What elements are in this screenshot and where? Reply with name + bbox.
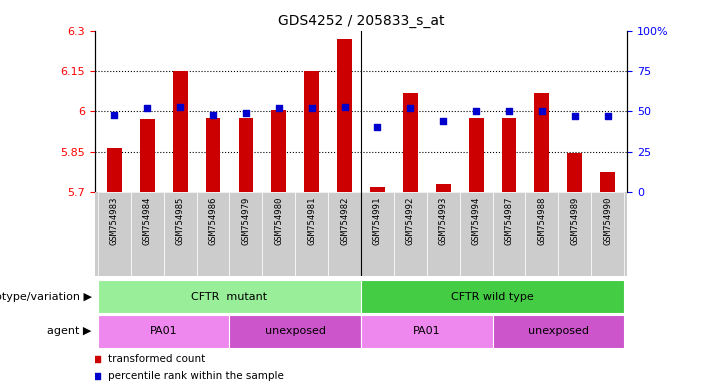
Point	[142, 105, 153, 111]
Text: GSM754988: GSM754988	[538, 196, 546, 245]
Text: percentile rank within the sample: percentile rank within the sample	[108, 371, 284, 381]
Bar	[558, 192, 591, 276]
Bar	[196, 192, 229, 276]
Bar	[469, 118, 484, 192]
Bar	[460, 192, 493, 276]
Bar	[98, 192, 131, 276]
Text: GSM754990: GSM754990	[603, 196, 612, 245]
Bar	[164, 192, 196, 276]
Point	[247, 295, 258, 301]
Point	[437, 118, 449, 124]
Text: transformed count: transformed count	[108, 354, 205, 364]
Text: GSM754987: GSM754987	[505, 196, 514, 245]
Bar	[172, 71, 188, 192]
Text: GSM754993: GSM754993	[439, 196, 448, 245]
Point	[569, 113, 580, 119]
Bar	[394, 192, 427, 276]
Point	[306, 105, 318, 111]
Bar	[238, 118, 253, 192]
Point	[109, 111, 120, 118]
Bar	[205, 118, 220, 192]
Bar	[98, 315, 229, 348]
Text: GSM754984: GSM754984	[143, 196, 151, 245]
Point	[247, 137, 258, 144]
Text: genotype/variation ▶: genotype/variation ▶	[0, 291, 92, 302]
Bar	[493, 192, 526, 276]
Point	[470, 108, 482, 114]
Text: GSM754994: GSM754994	[472, 196, 481, 245]
Bar	[361, 315, 493, 348]
Bar	[370, 187, 385, 192]
Bar	[493, 315, 624, 348]
Point	[175, 103, 186, 109]
Bar	[567, 153, 582, 192]
Bar	[328, 192, 361, 276]
Bar	[98, 280, 361, 313]
Text: unexposed: unexposed	[528, 326, 589, 336]
Bar	[427, 192, 460, 276]
Point	[602, 113, 613, 119]
Point	[273, 105, 285, 111]
Point	[372, 124, 383, 131]
Text: GSM754982: GSM754982	[340, 196, 349, 245]
Text: GSM754983: GSM754983	[110, 196, 119, 245]
Bar	[337, 39, 352, 192]
Bar	[436, 184, 451, 192]
Bar	[304, 71, 319, 192]
Text: agent ▶: agent ▶	[48, 326, 92, 336]
Text: GSM754981: GSM754981	[307, 196, 316, 245]
Bar	[361, 192, 394, 276]
Bar	[140, 119, 155, 192]
Bar	[526, 192, 558, 276]
Point	[207, 111, 219, 118]
Bar	[271, 110, 286, 192]
Bar	[403, 93, 418, 192]
Bar	[600, 172, 615, 192]
Text: CFTR  mutant: CFTR mutant	[191, 291, 268, 302]
Text: GSM754980: GSM754980	[274, 196, 283, 245]
Bar	[262, 192, 295, 276]
Text: GSM754979: GSM754979	[241, 196, 250, 245]
Text: GSM754991: GSM754991	[373, 196, 382, 245]
Point	[404, 105, 416, 111]
Text: PA01: PA01	[413, 326, 441, 336]
Bar	[591, 192, 624, 276]
Point	[240, 110, 252, 116]
Text: GSM754992: GSM754992	[406, 196, 415, 245]
Text: CFTR wild type: CFTR wild type	[451, 291, 534, 302]
Text: GSM754986: GSM754986	[208, 196, 217, 245]
Text: GSM754989: GSM754989	[571, 196, 579, 245]
Text: GSM754985: GSM754985	[176, 196, 184, 245]
Bar	[361, 280, 624, 313]
Text: unexposed: unexposed	[265, 326, 326, 336]
Bar	[229, 192, 262, 276]
Point	[339, 103, 350, 109]
Bar	[107, 147, 122, 192]
Bar	[131, 192, 164, 276]
Bar	[502, 118, 517, 192]
Point	[503, 108, 515, 114]
Bar	[295, 192, 328, 276]
Text: PA01: PA01	[150, 326, 177, 336]
Bar	[534, 93, 550, 192]
Title: GDS4252 / 205833_s_at: GDS4252 / 205833_s_at	[278, 14, 444, 28]
Bar	[229, 315, 361, 348]
Point	[536, 108, 547, 114]
